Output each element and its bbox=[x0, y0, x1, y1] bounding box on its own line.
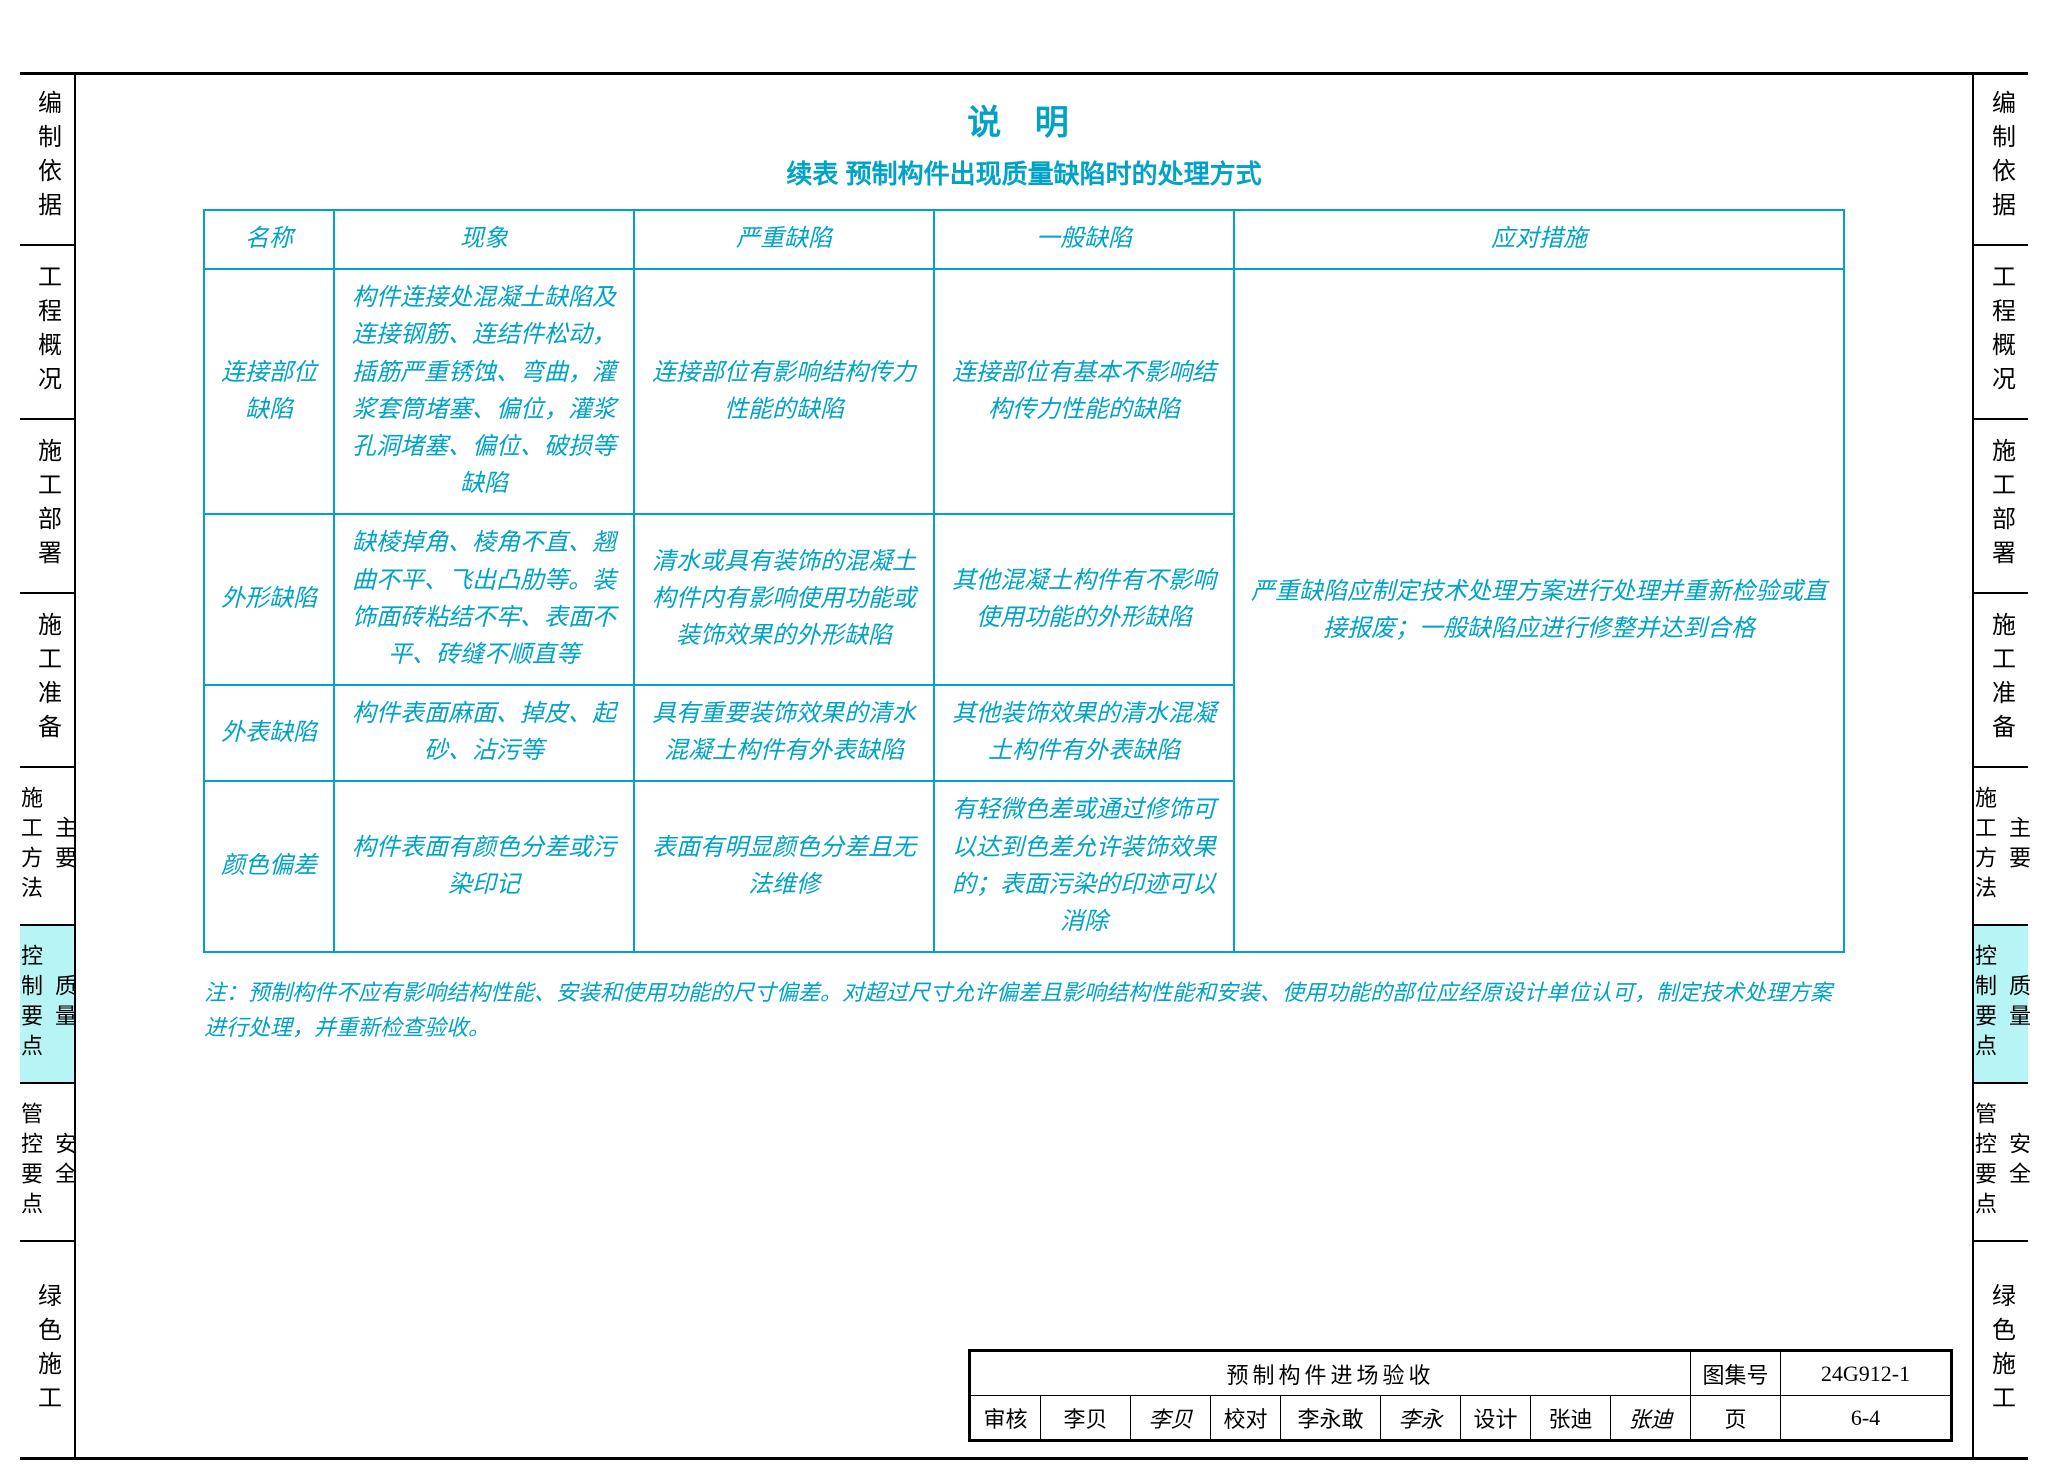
side-tab-4[interactable]: 施工方法主要 bbox=[1972, 768, 2028, 926]
side-tab-3[interactable]: 施工准备 bbox=[1972, 594, 2028, 768]
side-tab-label: 控制要点 bbox=[1968, 944, 2000, 1064]
note-prefix: 注： bbox=[204, 980, 248, 1005]
cell-name: 外表缺陷 bbox=[204, 685, 334, 781]
cell-phenom: 构件表面有颜色分差或污染印记 bbox=[334, 781, 634, 952]
cell-name: 颜色偏差 bbox=[204, 781, 334, 952]
side-tab-6[interactable]: 管控要点安全 bbox=[20, 1084, 76, 1242]
side-tab-label: 安全 bbox=[2002, 1132, 2034, 1192]
side-tab-5[interactable]: 控制要点质量 bbox=[20, 926, 76, 1084]
cell-general: 有轻微色差或通过修饰可以达到色差允许装饰效果的；表面污染的印迹可以消除 bbox=[934, 781, 1234, 952]
left-tab-strip: 编制依据工程概况施工部署施工准备施工方法主要控制要点质量管控要点安全绿色施工 bbox=[20, 72, 76, 1460]
table-row: 连接部位缺陷构件连接处混凝土缺陷及连接钢筋、连结件松动，插筋严重锈蚀、弯曲，灌浆… bbox=[204, 269, 1844, 514]
atlas-label: 图集号 bbox=[1691, 1352, 1781, 1396]
side-tab-label: 控制要点 bbox=[14, 944, 46, 1064]
cell-general: 其他混凝土构件有不影响使用功能的外形缺陷 bbox=[934, 514, 1234, 685]
cell-severe: 具有重要装饰效果的清水混凝土构件有外表缺陷 bbox=[634, 685, 934, 781]
table-header-0: 名称 bbox=[204, 210, 334, 269]
page-subtitle: 续表 预制构件出现质量缺陷时的处理方式 bbox=[95, 154, 1953, 191]
page-no: 6-4 bbox=[1781, 1396, 1951, 1440]
review-signature: 李贝 bbox=[1131, 1396, 1211, 1440]
side-tab-3[interactable]: 施工准备 bbox=[20, 594, 76, 768]
side-tab-label: 施工方法 bbox=[14, 786, 46, 906]
side-tab-label: 质量 bbox=[2002, 974, 2034, 1034]
side-tab-label: 施工方法 bbox=[1968, 786, 2000, 906]
side-tab-label: 安全 bbox=[48, 1132, 80, 1192]
check-name: 李永敢 bbox=[1281, 1396, 1381, 1440]
cell-name: 外形缺陷 bbox=[204, 514, 334, 685]
side-tab-4[interactable]: 施工方法主要 bbox=[20, 768, 76, 926]
footnote: 注：预制构件不应有影响结构性能、安装和使用功能的尺寸偏差。对超过尺寸允许偏差且影… bbox=[204, 975, 1844, 1045]
side-tab-label: 管控要点 bbox=[14, 1102, 46, 1222]
page-title: 说 明 bbox=[95, 95, 1953, 144]
cell-general: 其他装饰效果的清水混凝土构件有外表缺陷 bbox=[934, 685, 1234, 781]
side-tab-label: 管控要点 bbox=[1968, 1102, 2000, 1222]
side-tab-label: 主要 bbox=[48, 816, 80, 876]
side-tab-5[interactable]: 控制要点质量 bbox=[1972, 926, 2028, 1084]
side-tab-1[interactable]: 工程概况 bbox=[1972, 246, 2028, 420]
check-signature: 李永 bbox=[1381, 1396, 1461, 1440]
side-tab-6[interactable]: 管控要点安全 bbox=[1972, 1084, 2028, 1242]
review-label: 审核 bbox=[971, 1396, 1041, 1440]
cell-measure: 严重缺陷应制定技术处理方案进行处理并重新检验或直接报废；一般缺陷应进行修整并达到… bbox=[1234, 269, 1844, 952]
drawing-title: 预制构件进场验收 bbox=[971, 1352, 1691, 1396]
table-header-1: 现象 bbox=[334, 210, 634, 269]
table-header-4: 应对措施 bbox=[1234, 210, 1844, 269]
check-label: 校对 bbox=[1211, 1396, 1281, 1440]
side-tab-label: 主要 bbox=[2002, 816, 2034, 876]
cell-general: 连接部位有基本不影响结构传力性能的缺陷 bbox=[934, 269, 1234, 514]
cell-phenom: 缺棱掉角、棱角不直、翘曲不平、飞出凸肋等。装饰面砖粘结不牢、表面不平、砖缝不顺直… bbox=[334, 514, 634, 685]
cell-severe: 连接部位有影响结构传力性能的缺陷 bbox=[634, 269, 934, 514]
atlas-no: 24G912-1 bbox=[1781, 1352, 1951, 1396]
table-header-2: 严重缺陷 bbox=[634, 210, 934, 269]
note-text: 预制构件不应有影响结构性能、安装和使用功能的尺寸偏差。对超过尺寸允许偏差且影响结… bbox=[204, 980, 1832, 1040]
page-content: 说 明 续表 预制构件出现质量缺陷时的处理方式 名称现象严重缺陷一般缺陷应对措施… bbox=[95, 95, 1953, 1442]
side-tab-7[interactable]: 绿色施工 bbox=[20, 1242, 76, 1460]
defect-table: 名称现象严重缺陷一般缺陷应对措施 连接部位缺陷构件连接处混凝土缺陷及连接钢筋、连… bbox=[203, 209, 1845, 953]
design-signature: 张迪 bbox=[1611, 1396, 1691, 1440]
cell-severe: 表面有明显颜色分差且无法维修 bbox=[634, 781, 934, 952]
title-block: 预制构件进场验收 图集号 24G912-1 审核 李贝 李贝 校对 李永敢 李永… bbox=[968, 1349, 1953, 1442]
side-tab-0[interactable]: 编制依据 bbox=[20, 72, 76, 246]
table-header-3: 一般缺陷 bbox=[934, 210, 1234, 269]
side-tab-label: 质量 bbox=[48, 974, 80, 1034]
cell-phenom: 构件连接处混凝土缺陷及连接钢筋、连结件松动，插筋严重锈蚀、弯曲，灌浆套筒堵塞、偏… bbox=[334, 269, 634, 514]
side-tab-2[interactable]: 施工部署 bbox=[1972, 420, 2028, 594]
side-tab-0[interactable]: 编制依据 bbox=[1972, 72, 2028, 246]
design-name: 张迪 bbox=[1531, 1396, 1611, 1440]
cell-phenom: 构件表面麻面、掉皮、起砂、沾污等 bbox=[334, 685, 634, 781]
right-tab-strip: 编制依据工程概况施工部署施工准备施工方法主要控制要点质量管控要点安全绿色施工 bbox=[1972, 72, 2028, 1460]
side-tab-2[interactable]: 施工部署 bbox=[20, 420, 76, 594]
side-tab-1[interactable]: 工程概况 bbox=[20, 246, 76, 420]
review-name: 李贝 bbox=[1041, 1396, 1131, 1440]
side-tab-7[interactable]: 绿色施工 bbox=[1972, 1242, 2028, 1460]
cell-severe: 清水或具有装饰的混凝土构件内有影响使用功能或装饰效果的外形缺陷 bbox=[634, 514, 934, 685]
page-label: 页 bbox=[1691, 1396, 1781, 1440]
design-label: 设计 bbox=[1461, 1396, 1531, 1440]
cell-name: 连接部位缺陷 bbox=[204, 269, 334, 514]
